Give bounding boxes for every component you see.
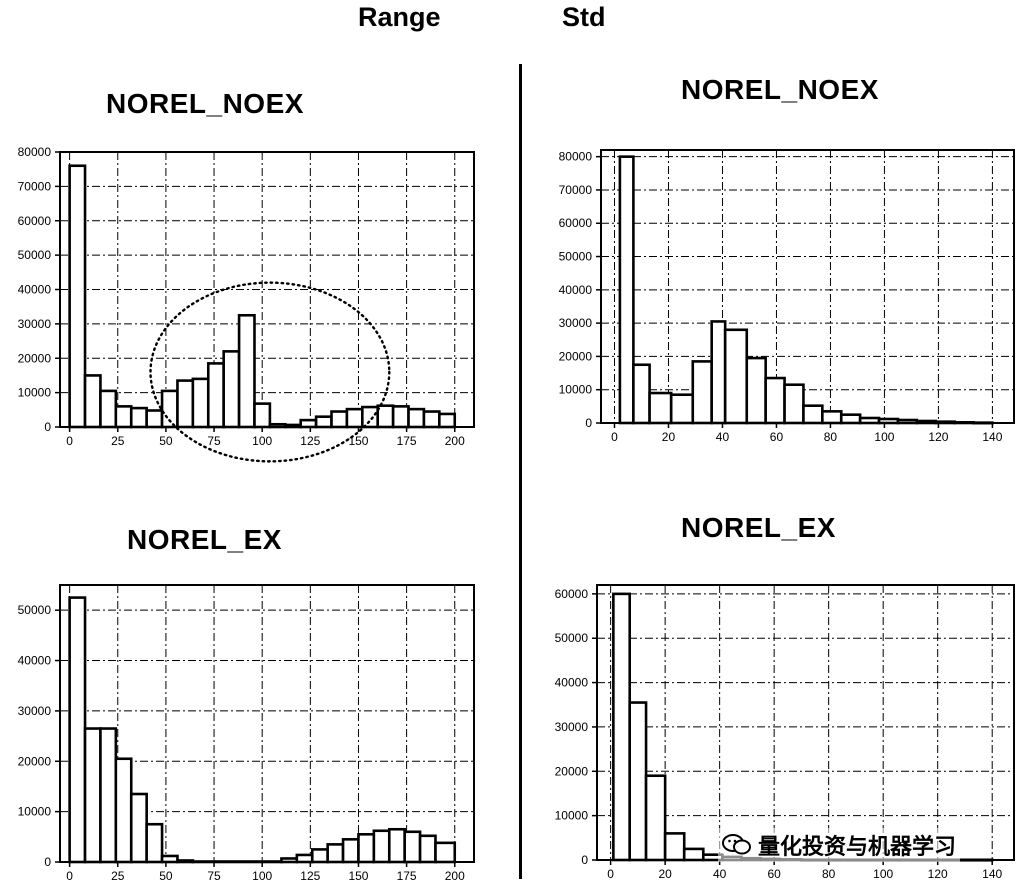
x-tick-label: 60 <box>770 430 784 444</box>
y-tick-label: 60000 <box>555 587 589 601</box>
y-tick-label: 0 <box>44 855 51 869</box>
y-tick-label: 10000 <box>559 383 593 397</box>
wechat-icon <box>722 834 751 855</box>
plot-frame <box>600 149 1015 424</box>
x-tick-label: 140 <box>982 867 1002 881</box>
y-tick-label: 30000 <box>555 720 589 734</box>
x-tick-label: 0 <box>66 434 73 448</box>
y-tick-label: 60000 <box>559 216 593 230</box>
y-tick-label: 0 <box>44 420 51 434</box>
x-tick-label: 175 <box>397 434 417 448</box>
x-tick-label: 140 <box>982 430 1002 444</box>
y-tick-label: 40000 <box>18 654 52 668</box>
y-tick-label: 20000 <box>18 351 52 365</box>
x-tick-label: 120 <box>928 867 948 881</box>
x-tick-label: 125 <box>300 434 320 448</box>
y-tick-label: 10000 <box>555 809 589 823</box>
x-tick-label: 100 <box>252 869 272 883</box>
y-tick-label: 40000 <box>555 676 589 690</box>
y-tick-label: 60000 <box>18 214 52 228</box>
watermark: 量化投资与机器学习 <box>718 828 961 862</box>
y-tick-label: 50000 <box>555 631 589 645</box>
range-ex-title: NOREL_EX <box>127 524 282 555</box>
x-tick-label: 75 <box>207 434 221 448</box>
y-tick-label: 50000 <box>559 250 593 264</box>
histogram-bar <box>682 847 705 862</box>
x-tick-label: 75 <box>207 869 221 883</box>
histogram-bar <box>644 774 667 862</box>
y-tick-label: 20000 <box>555 764 589 778</box>
histogram-bar <box>612 592 632 862</box>
x-tick-label: 120 <box>928 430 948 444</box>
x-tick-label: 80 <box>824 430 838 444</box>
plot-frame <box>59 584 475 863</box>
x-tick-label: 50 <box>159 434 173 448</box>
x-tick-label: 0 <box>66 869 73 883</box>
y-tick-label: 0 <box>581 853 588 867</box>
x-tick-label: 100 <box>874 430 894 444</box>
x-tick-label: 80 <box>822 867 836 881</box>
x-tick-label: 200 <box>445 434 465 448</box>
watermark-text: 量化投资与机器学习 <box>758 834 957 859</box>
x-tick-label: 25 <box>111 869 125 883</box>
x-tick-label: 60 <box>767 867 781 881</box>
std-ex-title: NOREL_EX <box>681 512 836 543</box>
histogram-bar <box>663 832 686 862</box>
y-tick-label: 10000 <box>18 386 52 400</box>
y-tick-label: 10000 <box>18 805 52 819</box>
highlight-ellipse <box>149 281 391 463</box>
x-tick-label: 40 <box>713 867 727 881</box>
x-tick-label: 150 <box>348 434 368 448</box>
y-tick-label: 30000 <box>18 317 52 331</box>
x-tick-label: 50 <box>159 869 173 883</box>
range-noex-title: NOREL_NOEX <box>106 88 304 119</box>
histogram-bar <box>628 701 648 862</box>
x-tick-label: 200 <box>445 869 465 883</box>
y-tick-label: 30000 <box>18 704 52 718</box>
x-tick-label: 150 <box>348 869 368 883</box>
std-column-heading: Std <box>562 2 606 32</box>
y-tick-label: 40000 <box>18 283 52 297</box>
column-divider <box>519 64 522 879</box>
std-noex-title: NOREL_NOEX <box>681 74 879 105</box>
y-tick-label: 80000 <box>18 145 52 159</box>
y-tick-label: 20000 <box>18 754 52 768</box>
y-tick-label: 70000 <box>18 179 52 193</box>
x-tick-label: 20 <box>658 867 672 881</box>
x-tick-label: 100 <box>252 434 272 448</box>
x-tick-label: 20 <box>662 430 676 444</box>
y-tick-label: 0 <box>585 416 592 430</box>
x-tick-label: 125 <box>300 869 320 883</box>
y-tick-label: 40000 <box>559 283 593 297</box>
y-tick-label: 50000 <box>18 603 52 617</box>
y-tick-label: 70000 <box>559 183 593 197</box>
x-tick-label: 25 <box>111 434 125 448</box>
y-tick-label: 30000 <box>559 316 593 330</box>
y-tick-label: 80000 <box>559 150 593 164</box>
x-tick-label: 0 <box>607 867 614 881</box>
x-tick-label: 40 <box>716 430 730 444</box>
x-tick-label: 100 <box>873 867 893 881</box>
x-tick-label: 175 <box>397 869 417 883</box>
y-tick-label: 50000 <box>18 248 52 262</box>
x-tick-label: 0 <box>611 430 618 444</box>
y-tick-label: 20000 <box>559 349 593 363</box>
range-column-heading: Range <box>358 2 441 32</box>
